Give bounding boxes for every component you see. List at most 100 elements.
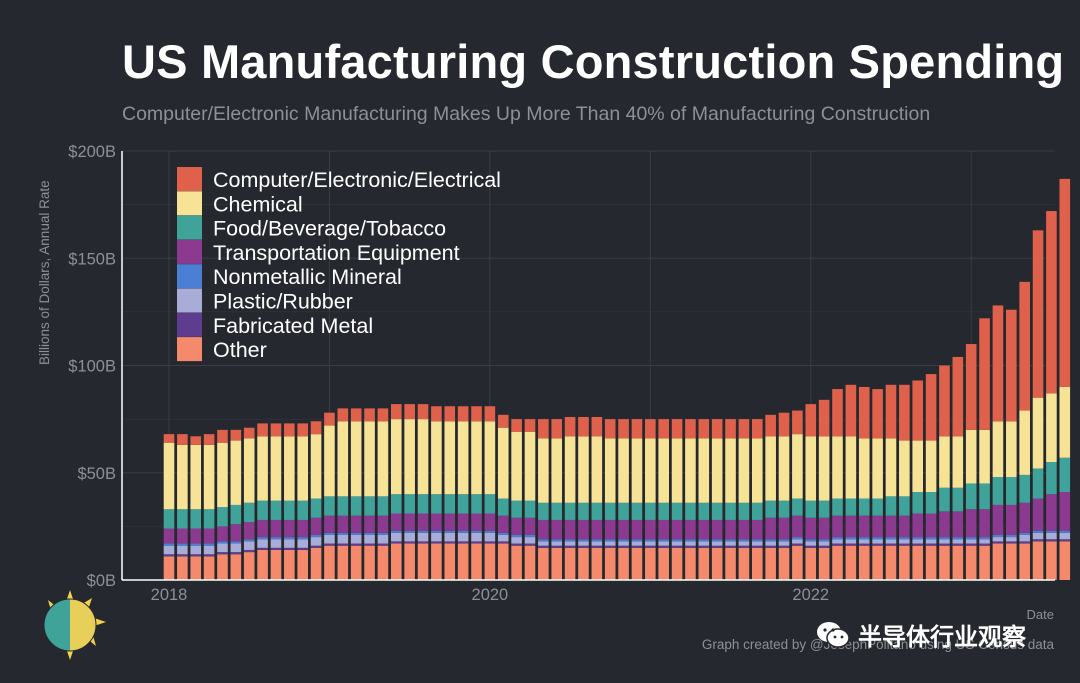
bar-segment [885, 545, 897, 580]
bar-segment [631, 539, 643, 542]
bar-segment [832, 436, 843, 499]
bar-stack [965, 344, 977, 580]
y-tick-label: $100B [68, 358, 116, 376]
bar-segment [578, 541, 589, 546]
bar-segment [778, 412, 790, 437]
bar-segment [618, 545, 629, 548]
legend-label: Nonmetallic Mineral [213, 265, 402, 289]
bar-segment [538, 419, 549, 439]
bar-segment [431, 406, 442, 422]
bar-segment [858, 543, 870, 546]
bar-segment [324, 425, 335, 497]
bar-segment [979, 429, 990, 484]
bar-segment [578, 436, 589, 503]
bar-segment [858, 539, 870, 544]
bar-segment [390, 494, 402, 514]
bar-segment [738, 438, 750, 503]
legend-item: Other [177, 337, 267, 362]
bar-stack [858, 386, 870, 580]
bar-stack [578, 416, 589, 580]
bar-segment [578, 502, 589, 520]
bar-segment [711, 519, 723, 540]
bar-segment [337, 534, 349, 544]
bar-stack [805, 404, 817, 580]
bar-stack [1019, 281, 1030, 580]
bar-segment [818, 399, 830, 437]
bar-segment [1059, 492, 1071, 531]
bar-segment [1032, 541, 1044, 580]
bar-segment [1006, 309, 1017, 422]
bar-segment [751, 539, 763, 542]
bar-segment [524, 419, 536, 432]
bar-segment [457, 406, 469, 422]
bar-stack [270, 423, 282, 580]
bar-segment [310, 517, 322, 535]
bar-segment [377, 532, 389, 535]
bar-segment [551, 419, 563, 439]
bar-segment [912, 513, 924, 538]
bar-segment [631, 502, 643, 520]
bar-segment [390, 513, 402, 531]
bar-segment [631, 438, 643, 503]
bar-segment [711, 502, 723, 520]
bar-segment [404, 494, 415, 514]
bar-segment [551, 519, 563, 540]
bar-segment [551, 541, 563, 546]
bar-segment [203, 545, 215, 555]
bar-segment [324, 515, 335, 533]
bar-stack [832, 389, 843, 580]
legend-swatch [177, 264, 202, 289]
bar-segment [270, 549, 282, 580]
bar-stack [524, 419, 536, 580]
bar-segment [604, 539, 616, 542]
bar-segment [765, 539, 776, 542]
bar-stack [658, 419, 669, 580]
bar-segment [284, 537, 295, 540]
bar-segment [551, 502, 563, 520]
bar-stack [1006, 309, 1017, 580]
bar-segment [698, 541, 710, 546]
bar-segment [631, 541, 643, 546]
bar-segment [390, 530, 402, 533]
bar-segment [377, 515, 389, 533]
bar-segment [190, 509, 202, 529]
bar-segment [872, 438, 883, 499]
bar-segment [497, 515, 509, 533]
legend-swatch [177, 239, 202, 264]
bar-segment [431, 494, 442, 514]
bar-segment [778, 547, 790, 580]
bar-segment [337, 543, 349, 546]
bar-segment [751, 419, 763, 439]
bar-segment [377, 408, 389, 422]
bar-segment [872, 537, 883, 540]
bar-segment [658, 519, 669, 540]
bar-segment [792, 545, 803, 580]
bar-stack [350, 408, 362, 580]
legend-label: Chemical [213, 192, 303, 216]
bar-stack [377, 408, 389, 580]
bar-segment [805, 545, 817, 548]
bar-segment [243, 522, 255, 540]
bar-segment [885, 515, 897, 538]
bar-segment [270, 519, 282, 538]
bar-segment [858, 386, 870, 439]
legend-swatch [177, 312, 202, 337]
bar-segment [725, 539, 736, 542]
bar-segment [390, 543, 402, 580]
bar-segment [591, 416, 603, 437]
bar-segment [243, 552, 255, 580]
bar-segment [324, 412, 335, 426]
bar-segment [845, 539, 857, 544]
bar-segment [390, 419, 402, 495]
bar-segment [431, 543, 442, 580]
bar-segment [364, 496, 375, 516]
bar-segment [404, 513, 415, 531]
bar-segment [190, 556, 202, 580]
bar-stack [725, 419, 736, 580]
bar-segment [832, 545, 843, 580]
bar-segment [484, 541, 496, 544]
bar-segment [484, 530, 496, 533]
bar-segment [1059, 386, 1071, 458]
bar-segment [765, 414, 776, 437]
bar-segment [872, 545, 883, 580]
